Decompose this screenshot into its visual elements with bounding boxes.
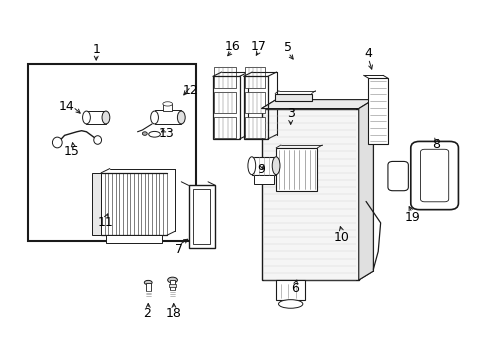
FancyBboxPatch shape bbox=[387, 161, 407, 191]
Text: 2: 2 bbox=[143, 307, 151, 320]
Bar bbox=[251, 157, 276, 175]
Bar bbox=[254, 175, 273, 184]
Ellipse shape bbox=[142, 132, 147, 135]
Text: 4: 4 bbox=[364, 47, 372, 60]
Ellipse shape bbox=[102, 111, 110, 124]
Ellipse shape bbox=[163, 102, 172, 106]
Text: 5: 5 bbox=[284, 41, 292, 54]
Bar bbox=[28, 64, 196, 241]
Ellipse shape bbox=[247, 157, 255, 175]
Text: 18: 18 bbox=[166, 307, 182, 320]
Text: 1: 1 bbox=[92, 43, 100, 56]
Bar bbox=[212, 76, 239, 139]
Bar bbox=[168, 284, 176, 287]
Bar bbox=[169, 280, 175, 290]
Text: 11: 11 bbox=[98, 216, 114, 229]
Text: 9: 9 bbox=[257, 163, 265, 176]
Bar bbox=[276, 280, 305, 300]
Text: 3: 3 bbox=[286, 107, 294, 120]
Polygon shape bbox=[358, 100, 372, 280]
Bar bbox=[193, 189, 210, 244]
Bar bbox=[214, 92, 236, 113]
Text: 7: 7 bbox=[175, 243, 183, 256]
Text: 19: 19 bbox=[404, 211, 419, 224]
Bar bbox=[86, 111, 106, 124]
Ellipse shape bbox=[167, 277, 177, 283]
Bar bbox=[244, 117, 264, 138]
Bar bbox=[214, 67, 236, 88]
Bar bbox=[163, 104, 172, 111]
Ellipse shape bbox=[94, 136, 102, 144]
Polygon shape bbox=[261, 100, 372, 109]
Ellipse shape bbox=[278, 300, 302, 308]
Bar bbox=[244, 92, 264, 113]
Ellipse shape bbox=[82, 111, 90, 124]
Bar bbox=[154, 110, 181, 124]
Text: 15: 15 bbox=[64, 145, 80, 158]
Ellipse shape bbox=[148, 131, 160, 137]
Ellipse shape bbox=[150, 111, 158, 124]
Bar bbox=[368, 78, 387, 144]
Text: 13: 13 bbox=[159, 127, 174, 140]
Ellipse shape bbox=[177, 111, 185, 124]
Bar bbox=[275, 94, 311, 102]
Bar bbox=[188, 185, 215, 248]
Ellipse shape bbox=[272, 157, 280, 175]
Text: 14: 14 bbox=[59, 100, 75, 113]
Bar bbox=[244, 67, 264, 88]
Text: 12: 12 bbox=[183, 84, 199, 97]
FancyBboxPatch shape bbox=[410, 141, 458, 210]
Bar bbox=[261, 109, 358, 280]
Text: 8: 8 bbox=[432, 138, 440, 151]
Ellipse shape bbox=[52, 137, 62, 148]
Text: 6: 6 bbox=[291, 283, 299, 296]
Bar bbox=[92, 173, 101, 235]
Bar bbox=[145, 283, 150, 291]
Bar bbox=[276, 148, 317, 191]
Bar bbox=[243, 76, 267, 139]
Text: 17: 17 bbox=[251, 40, 266, 53]
Text: 16: 16 bbox=[224, 40, 240, 53]
FancyBboxPatch shape bbox=[420, 149, 448, 202]
Ellipse shape bbox=[144, 280, 152, 285]
Bar bbox=[214, 117, 236, 138]
Bar bbox=[106, 235, 162, 243]
Text: 10: 10 bbox=[333, 231, 349, 244]
